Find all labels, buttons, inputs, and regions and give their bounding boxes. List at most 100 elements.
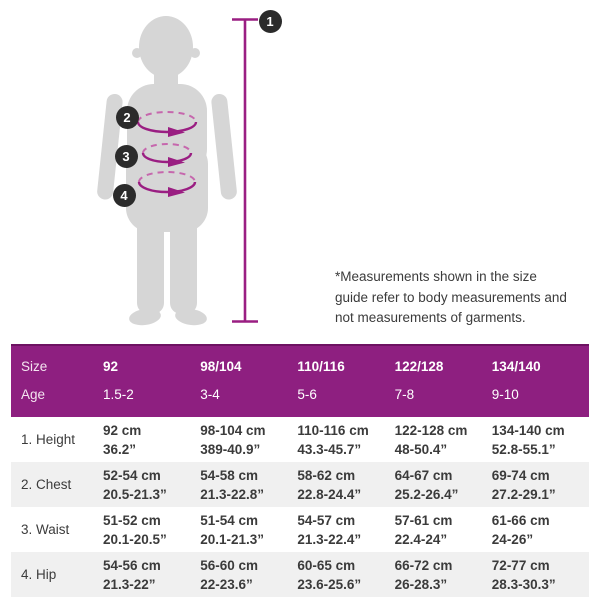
hip-measure-ellipse (137, 171, 197, 197)
measurement-cell: 66-72 cm 26-28.3” (395, 556, 492, 594)
inch-value: 43.3-45.7” (297, 441, 362, 457)
table-row-height: 1. Height 92 cm 36.2” 98-104 cm 389-40.9” … (11, 417, 589, 462)
measurement-cell: 72-77 cm 28.3-30.3” (492, 556, 589, 594)
inch-value: 21.3-22.4” (297, 531, 362, 547)
measurement-cell: 52-54 cm 20.5-21.3” (103, 466, 200, 504)
cm-value: 110-116 cm (297, 422, 369, 438)
cm-value: 72-77 cm (491, 557, 550, 573)
inch-value: 26-28.3” (394, 576, 448, 592)
measurement-cell: 56-60 cm 22-23.6” (200, 556, 297, 594)
marker-badge-height: 1 (258, 9, 282, 33)
measurement-cell: 60-65 cm 23.6-25.6” (297, 556, 394, 594)
size-table: Size 92 98/104 110/116 122/128 134/140 A… (11, 344, 589, 597)
inch-value: 20.1-21.3” (200, 531, 264, 547)
cm-value: 51-52 cm (103, 512, 161, 528)
cm-value: 60-65 cm (297, 557, 356, 573)
inch-value: 23.6-25.6” (297, 576, 362, 592)
cm-value: 69-74 cm (491, 467, 550, 483)
inch-value: 22.8-24.4” (297, 486, 362, 502)
measurement-cell: 69-74 cm 27.2-29.1” (492, 466, 589, 504)
age-label: Age (21, 386, 46, 402)
inch-value: 24-26” (491, 531, 534, 547)
chest-arrowhead-icon (168, 127, 185, 137)
cm-value: 51-54 cm (200, 512, 258, 528)
cm-value: 58-62 cm (297, 467, 356, 483)
inch-value: 25.2-26.4” (394, 486, 459, 502)
cm-value: 57-61 cm (394, 512, 453, 528)
cm-value: 98-104 cm (200, 422, 266, 438)
measurement-cell: 98-104 cm 389-40.9” (200, 421, 297, 459)
age-value: 5-6 (297, 386, 317, 402)
size-col-header: 134/140 (491, 358, 541, 374)
inch-value: 22-23.6” (200, 576, 253, 592)
size-col-header: 92 (103, 358, 119, 374)
measurement-cell: 64-67 cm 25.2-26.4” (395, 466, 492, 504)
marker-badge-chest: 2 (115, 105, 139, 129)
measurement-cell: 110-116 cm 43.3-45.7” (297, 421, 394, 459)
inch-value: 28.3-30.3” (491, 576, 556, 592)
inch-value: 21.3-22” (103, 576, 156, 592)
cm-value: 134-140 cm (491, 422, 565, 438)
size-table-header: Size 92 98/104 110/116 122/128 134/140 A… (11, 344, 589, 417)
cm-value: 64-67 cm (394, 467, 453, 483)
size-col-header: 110/116 (297, 358, 345, 374)
inch-value: 389-40.9” (200, 441, 261, 457)
measurement-cell: 51-52 cm 20.1-20.5” (103, 511, 200, 549)
inch-value: 22.4-24” (394, 531, 448, 547)
inch-value: 36.2” (103, 441, 137, 457)
age-header-row: Age 1.5-2 3-4 5-6 7-8 9-10 (11, 380, 589, 408)
cm-value: 61-66 cm (491, 512, 550, 528)
cm-value: 56-60 cm (200, 557, 258, 573)
row-label: 4. Hip (21, 567, 57, 582)
body-measurement-illustration (97, 16, 258, 326)
cm-value: 54-58 cm (200, 467, 258, 483)
cm-value: 92 cm (103, 422, 142, 438)
cm-value: 122-128 cm (394, 422, 468, 438)
cm-value: 54-56 cm (103, 557, 161, 573)
measurement-cell: 54-57 cm 21.3-22.4” (297, 511, 394, 549)
inch-value: 20.1-20.5” (103, 531, 167, 547)
age-value: 1.5-2 (103, 386, 134, 402)
marker-number: 4 (120, 187, 128, 203)
measurement-cell: 51-54 cm 20.1-21.3” (200, 511, 297, 549)
measurement-cell: 58-62 cm 22.8-24.4” (297, 466, 394, 504)
inch-value: 27.2-29.1” (491, 486, 556, 502)
waist-arrowhead-icon (168, 157, 185, 167)
child-silhouette (97, 16, 237, 326)
chest-measure-ellipse (136, 111, 198, 137)
size-label: Size (21, 358, 48, 374)
cm-value: 52-54 cm (103, 467, 161, 483)
age-value: 9-10 (491, 386, 519, 402)
row-label: 3. Waist (21, 522, 70, 537)
marker-badge-hip: 4 (112, 183, 136, 207)
cm-value: 66-72 cm (394, 557, 453, 573)
waist-measure-ellipse (141, 143, 193, 167)
size-col-header: 98/104 (200, 358, 242, 374)
measurement-cell: 57-61 cm 22.4-24” (395, 511, 492, 549)
marker-number: 2 (123, 109, 131, 125)
measurement-cell: 92 cm 36.2” (103, 421, 200, 459)
table-row-hip: 4. Hip 54-56 cm 21.3-22” 56-60 cm 22-23.6”… (11, 552, 589, 597)
height-measure-line (232, 18, 258, 323)
measurement-cell: 61-66 cm 24-26” (492, 511, 589, 549)
age-value: 7-8 (394, 386, 415, 402)
size-col-header: 122/128 (394, 358, 444, 374)
measurement-note: *Measurements shown in the size guide re… (335, 269, 567, 325)
marker-number: 1 (266, 13, 274, 29)
measurement-cell: 54-58 cm 21.3-22.8” (200, 466, 297, 504)
measurement-cell: 134-140 cm 52.8-55.1” (492, 421, 589, 459)
row-label: 2. Chest (21, 477, 72, 492)
marker-number: 3 (122, 148, 130, 164)
hip-arrowhead-icon (168, 187, 185, 197)
age-value: 3-4 (200, 386, 220, 402)
inch-value: 48-50.4” (394, 441, 448, 457)
inch-value: 20.5-21.3” (103, 486, 167, 502)
table-row-chest: 2. Chest 52-54 cm 20.5-21.3” 54-58 cm 21.3… (11, 462, 589, 507)
measurement-cell: 122-128 cm 48-50.4” (395, 421, 492, 459)
cm-value: 54-57 cm (297, 512, 356, 528)
row-label: 1. Height (21, 432, 76, 447)
inch-value: 52.8-55.1” (491, 441, 556, 457)
inch-value: 21.3-22.8” (200, 486, 264, 502)
measurement-cell: 54-56 cm 21.3-22” (103, 556, 200, 594)
